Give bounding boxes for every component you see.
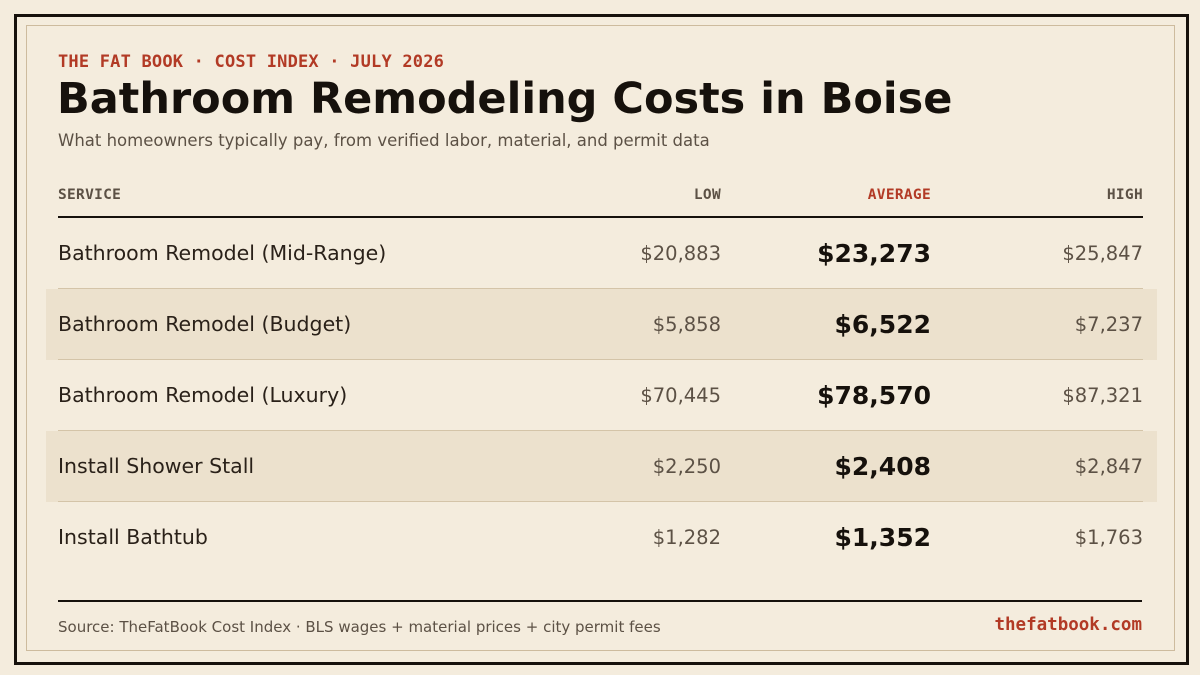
kicker-label: THE FAT BOOK · COST INDEX · JULY 2026	[58, 52, 445, 72]
service-name: Bathroom Remodel (Luxury)	[58, 383, 348, 407]
table-row: Install Bathtub $1,282 $1,352 $1,763	[46, 502, 1157, 573]
page-title: Bathroom Remodeling Costs in Boise	[57, 74, 953, 124]
high-cost: $7,237	[1074, 313, 1143, 336]
average-cost: $1,352	[834, 523, 931, 552]
low-cost: $1,282	[652, 526, 721, 549]
row-divider	[58, 430, 1143, 431]
table-header: SERVICE LOW AVERAGE HIGH	[58, 180, 1143, 218]
average-cost: $2,408	[834, 452, 931, 481]
average-cost: $23,273	[817, 239, 931, 268]
column-header-low: LOW	[693, 187, 721, 203]
column-header-service: SERVICE	[58, 187, 122, 203]
column-header-average: AVERAGE	[867, 187, 931, 203]
subtitle: What homeowners typically pay, from veri…	[58, 131, 710, 150]
average-cost: $6,522	[834, 310, 931, 339]
low-cost: $5,858	[652, 313, 721, 336]
high-cost: $2,847	[1074, 455, 1143, 478]
service-name: Install Bathtub	[58, 525, 208, 549]
service-name: Install Shower Stall	[58, 454, 255, 478]
low-cost: $20,883	[640, 242, 721, 265]
table-row: Bathroom Remodel (Luxury) $70,445 $78,57…	[46, 360, 1157, 431]
source-note: Source: TheFatBook Cost Index · BLS wage…	[58, 618, 661, 636]
service-name: Bathroom Remodel (Mid-Range)	[58, 241, 387, 265]
row-divider	[58, 359, 1143, 360]
service-name: Bathroom Remodel (Budget)	[58, 312, 352, 336]
low-cost: $2,250	[652, 455, 721, 478]
high-cost: $87,321	[1062, 384, 1143, 407]
low-cost: $70,445	[640, 384, 721, 407]
high-cost: $25,847	[1062, 242, 1143, 265]
row-divider	[58, 501, 1143, 502]
cost-table: SERVICE LOW AVERAGE HIGH Bathroom Remode…	[46, 180, 1157, 573]
average-cost: $78,570	[817, 381, 931, 410]
outer-frame	[14, 14, 1189, 665]
table-row: Install Shower Stall $2,250 $2,408 $2,84…	[46, 431, 1157, 502]
high-cost: $1,763	[1074, 526, 1143, 549]
footer-rule	[58, 600, 1142, 602]
table-row: Bathroom Remodel (Budget) $5,858 $6,522 …	[46, 289, 1157, 360]
row-divider	[58, 288, 1143, 289]
inner-frame	[26, 25, 1175, 651]
column-header-high: HIGH	[1106, 187, 1143, 203]
brand-link[interactable]: thefatbook.com	[994, 615, 1142, 635]
table-row: Bathroom Remodel (Mid-Range) $20,883 $23…	[46, 218, 1157, 289]
